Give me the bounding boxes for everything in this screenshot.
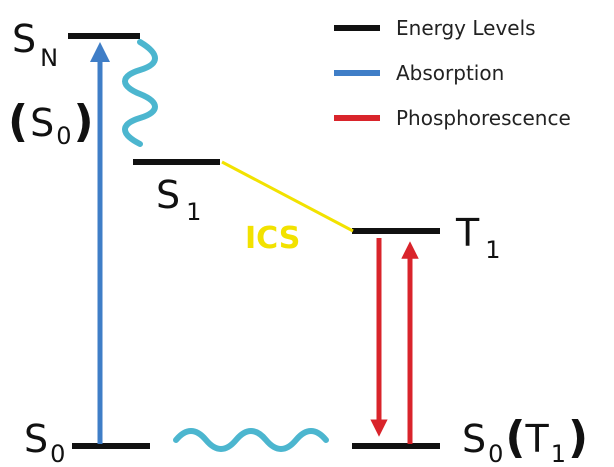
label-s0-right: S0(T1): [462, 412, 588, 467]
vibrational-relaxation-wave: [122, 39, 158, 147]
ics-label: ICS: [245, 221, 300, 256]
ground-state-wave: [173, 428, 329, 452]
legend: Energy Levels Absorption Phosphorescence: [334, 16, 571, 130]
ics-line: [221, 160, 354, 233]
legend-phosphorescence-label: Phosphorescence: [396, 106, 571, 130]
legend-absorption-label: Absorption: [396, 61, 504, 85]
label-s0-left: S0: [24, 417, 65, 467]
legend-energy-levels-label: Energy Levels: [396, 16, 536, 40]
label-sn-paren: (S0): [8, 96, 94, 150]
